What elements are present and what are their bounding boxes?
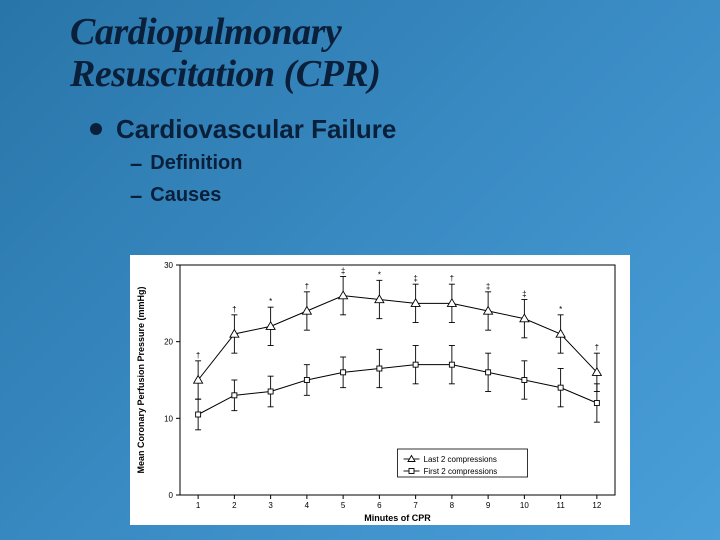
svg-text:*: *: [378, 270, 381, 279]
sub-1-text: Definition: [150, 152, 242, 175]
bullet-1: Cardiovascular Failure: [0, 96, 720, 145]
svg-text:3: 3: [268, 501, 273, 510]
svg-text:†: †: [595, 343, 599, 352]
svg-text:*: *: [269, 297, 272, 306]
svg-text:‡: ‡: [522, 290, 526, 299]
svg-text:1: 1: [196, 501, 201, 510]
svg-text:Minutes of CPR: Minutes of CPR: [364, 513, 431, 523]
sub-2-text: Causes: [150, 184, 221, 207]
svg-text:†: †: [450, 274, 454, 283]
svg-text:0: 0: [169, 491, 174, 500]
svg-text:‡: ‡: [413, 274, 417, 283]
title-line-1: Cardiopulmonary: [70, 12, 720, 54]
svg-text:7: 7: [413, 501, 418, 510]
svg-text:20: 20: [164, 338, 173, 347]
svg-text:10: 10: [520, 501, 529, 510]
svg-text:*: *: [559, 305, 562, 314]
svg-text:Last 2 compressions: Last 2 compressions: [424, 455, 497, 464]
svg-text:9: 9: [486, 501, 491, 510]
svg-text:†: †: [196, 351, 200, 360]
svg-text:4: 4: [305, 501, 310, 510]
bullet-dot-icon: [90, 123, 102, 135]
svg-text:11: 11: [556, 501, 565, 510]
svg-text:†: †: [305, 282, 309, 291]
svg-text:10: 10: [164, 414, 173, 423]
svg-text:6: 6: [377, 501, 382, 510]
svg-text:†: †: [232, 305, 236, 314]
bullet-1-text: Cardiovascular Failure: [116, 114, 396, 145]
svg-text:Mean Coronary Perfusion Pressu: Mean Coronary Perfusion Pressure (mmHg): [136, 286, 146, 473]
dash-icon: –: [130, 151, 142, 177]
perfusion-chart: 0102030123456789101112Mean Coronary Perf…: [130, 255, 630, 525]
svg-text:‡: ‡: [341, 267, 345, 276]
svg-text:8: 8: [450, 501, 455, 510]
dash-icon: –: [130, 183, 142, 209]
svg-text:30: 30: [164, 261, 173, 270]
svg-text:First 2 compressions: First 2 compressions: [424, 467, 498, 476]
title-line-2: Resuscitation (CPR): [70, 54, 720, 96]
sub-2: – Causes: [0, 177, 720, 209]
svg-text:5: 5: [341, 501, 346, 510]
svg-text:12: 12: [592, 501, 601, 510]
sub-1: – Definition: [0, 145, 720, 177]
svg-text:2: 2: [232, 501, 237, 510]
svg-text:‡: ‡: [486, 282, 490, 291]
